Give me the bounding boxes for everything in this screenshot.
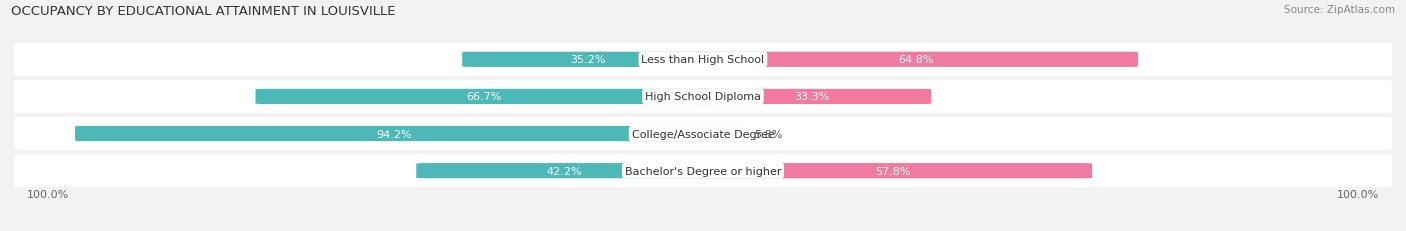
Text: Less than High School: Less than High School (641, 55, 765, 65)
FancyBboxPatch shape (463, 52, 713, 68)
FancyBboxPatch shape (14, 118, 1392, 150)
FancyBboxPatch shape (14, 81, 1392, 113)
FancyBboxPatch shape (14, 155, 1392, 187)
Text: 5.8%: 5.8% (754, 129, 783, 139)
Text: College/Associate Degree: College/Associate Degree (631, 129, 775, 139)
FancyBboxPatch shape (693, 163, 1092, 179)
Text: 42.2%: 42.2% (547, 166, 582, 176)
Text: Source: ZipAtlas.com: Source: ZipAtlas.com (1284, 5, 1395, 15)
Text: High School Diploma: High School Diploma (645, 92, 761, 102)
FancyBboxPatch shape (693, 89, 931, 105)
FancyBboxPatch shape (416, 163, 713, 179)
FancyBboxPatch shape (256, 89, 713, 105)
FancyBboxPatch shape (693, 126, 751, 142)
Text: 100.0%: 100.0% (1337, 189, 1379, 199)
FancyBboxPatch shape (14, 44, 1392, 76)
Text: OCCUPANCY BY EDUCATIONAL ATTAINMENT IN LOUISVILLE: OCCUPANCY BY EDUCATIONAL ATTAINMENT IN L… (11, 5, 395, 18)
Text: 35.2%: 35.2% (569, 55, 605, 65)
Text: Bachelor's Degree or higher: Bachelor's Degree or higher (624, 166, 782, 176)
FancyBboxPatch shape (693, 52, 1137, 68)
Text: 33.3%: 33.3% (794, 92, 830, 102)
Text: 64.8%: 64.8% (898, 55, 934, 65)
Text: 94.2%: 94.2% (377, 129, 412, 139)
FancyBboxPatch shape (75, 126, 713, 142)
Text: 66.7%: 66.7% (467, 92, 502, 102)
Text: 100.0%: 100.0% (27, 189, 69, 199)
Text: 57.8%: 57.8% (875, 166, 910, 176)
